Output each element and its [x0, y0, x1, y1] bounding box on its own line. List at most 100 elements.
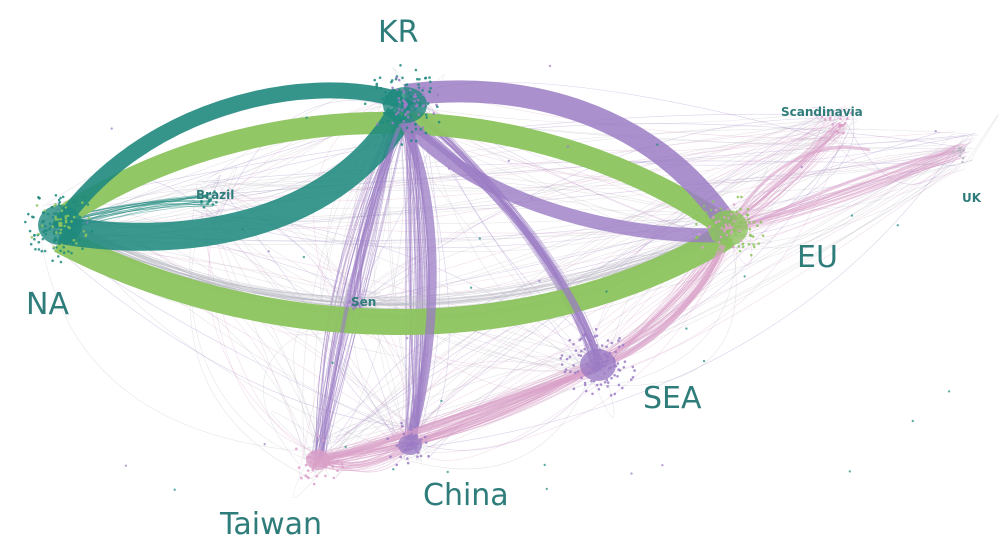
- node: [568, 339, 571, 342]
- node: [409, 102, 412, 105]
- node: [59, 231, 62, 235]
- node: [207, 198, 211, 201]
- node: [606, 339, 610, 342]
- bundle-edge: [55, 219, 735, 301]
- node: [59, 228, 63, 231]
- bundle-edge: [324, 363, 602, 459]
- node: [53, 240, 56, 243]
- background-edge: [206, 197, 315, 452]
- node: [416, 77, 419, 81]
- node: [610, 341, 614, 345]
- node: [566, 145, 570, 148]
- node: [437, 120, 441, 124]
- node: [419, 454, 423, 458]
- node: [341, 465, 345, 469]
- node: [401, 109, 404, 112]
- node: [410, 424, 414, 428]
- edge-kr-eu-upper: [403, 80, 738, 232]
- node: [579, 354, 583, 358]
- node: [415, 442, 419, 446]
- node: [390, 103, 394, 106]
- node: [622, 366, 626, 369]
- node: [44, 224, 47, 228]
- node: [616, 362, 620, 365]
- background-edge: [302, 137, 976, 450]
- node: [749, 234, 753, 238]
- bundle-edge: [62, 219, 725, 304]
- bundle-edge: [65, 230, 733, 298]
- node: [267, 250, 270, 253]
- node: [67, 229, 71, 232]
- node: [72, 208, 76, 212]
- node: [86, 221, 89, 224]
- node: [65, 241, 68, 245]
- node: [110, 127, 113, 130]
- node: [73, 231, 77, 235]
- node: [81, 201, 84, 204]
- node: [724, 241, 727, 245]
- node: [393, 127, 396, 130]
- node: [959, 146, 963, 150]
- background-edge: [358, 103, 435, 292]
- node: [86, 203, 90, 206]
- node: [406, 461, 410, 465]
- node: [395, 109, 399, 112]
- node: [590, 365, 594, 369]
- node: [351, 302, 354, 305]
- background-edge: [336, 291, 382, 296]
- node: [712, 234, 716, 238]
- node: [800, 165, 803, 169]
- edge-eu-scandinavia: [728, 146, 871, 226]
- node: [80, 218, 84, 222]
- node: [594, 361, 598, 365]
- node: [590, 379, 593, 383]
- node: [416, 422, 420, 425]
- node: [311, 468, 315, 472]
- node: [358, 305, 362, 308]
- node: [383, 112, 386, 115]
- node: [390, 97, 393, 100]
- node: [727, 216, 730, 220]
- background-edge: [725, 136, 964, 249]
- node: [732, 203, 736, 206]
- background-edge: [317, 264, 349, 293]
- node: [420, 438, 423, 441]
- node: [725, 243, 728, 247]
- node: [405, 126, 409, 130]
- node: [74, 200, 77, 204]
- bundle-edge: [405, 105, 417, 441]
- background-edge: [212, 214, 412, 427]
- background-edge: [342, 136, 834, 309]
- node: [397, 78, 401, 82]
- node: [714, 208, 718, 212]
- node: [603, 364, 607, 368]
- node: [332, 476, 336, 480]
- bundle-edge: [321, 363, 599, 459]
- node: [706, 253, 709, 256]
- bundle-edge: [319, 99, 412, 457]
- node: [320, 458, 324, 462]
- node: [843, 121, 847, 125]
- bundle-edge: [311, 370, 596, 460]
- node: [548, 64, 552, 68]
- background-edge: [357, 295, 404, 430]
- background-edge: [205, 123, 966, 187]
- node: [69, 211, 73, 214]
- background-edge: [733, 137, 970, 237]
- node: [409, 95, 412, 99]
- node: [723, 216, 726, 219]
- node: [740, 239, 743, 242]
- bundle-edge: [320, 359, 595, 455]
- background-edge: [263, 318, 336, 465]
- node: [412, 95, 416, 98]
- node: [583, 347, 587, 351]
- background-edge: [396, 384, 587, 470]
- node: [721, 242, 725, 245]
- node: [422, 86, 425, 90]
- background-edge: [421, 168, 966, 457]
- background-edge: [271, 411, 325, 451]
- node: [759, 221, 763, 224]
- node: [315, 474, 319, 478]
- node: [316, 458, 320, 462]
- node: [306, 469, 310, 472]
